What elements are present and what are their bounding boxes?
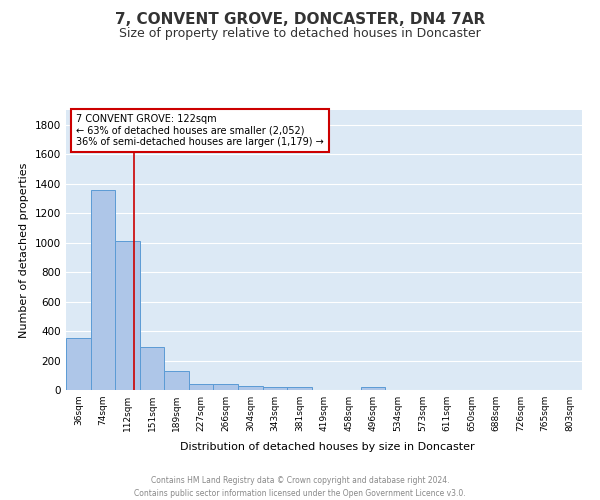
Bar xyxy=(66,338,91,390)
Bar xyxy=(164,371,189,390)
Text: 7 CONVENT GROVE: 122sqm
← 63% of detached houses are smaller (2,052)
36% of semi: 7 CONVENT GROVE: 122sqm ← 63% of detache… xyxy=(76,114,324,148)
Text: 7, CONVENT GROVE, DONCASTER, DN4 7AR: 7, CONVENT GROVE, DONCASTER, DN4 7AR xyxy=(115,12,485,28)
Y-axis label: Number of detached properties: Number of detached properties xyxy=(19,162,29,338)
Bar xyxy=(115,241,140,390)
Bar xyxy=(287,388,312,390)
Bar xyxy=(361,387,385,390)
Bar xyxy=(189,384,214,390)
Text: Size of property relative to detached houses in Doncaster: Size of property relative to detached ho… xyxy=(119,28,481,40)
Bar xyxy=(238,386,263,390)
Text: Contains HM Land Registry data © Crown copyright and database right 2024.
Contai: Contains HM Land Registry data © Crown c… xyxy=(134,476,466,498)
Bar xyxy=(263,387,287,390)
Bar xyxy=(91,190,115,390)
Text: Distribution of detached houses by size in Doncaster: Distribution of detached houses by size … xyxy=(179,442,475,452)
Bar xyxy=(140,346,164,390)
Bar xyxy=(214,384,238,390)
